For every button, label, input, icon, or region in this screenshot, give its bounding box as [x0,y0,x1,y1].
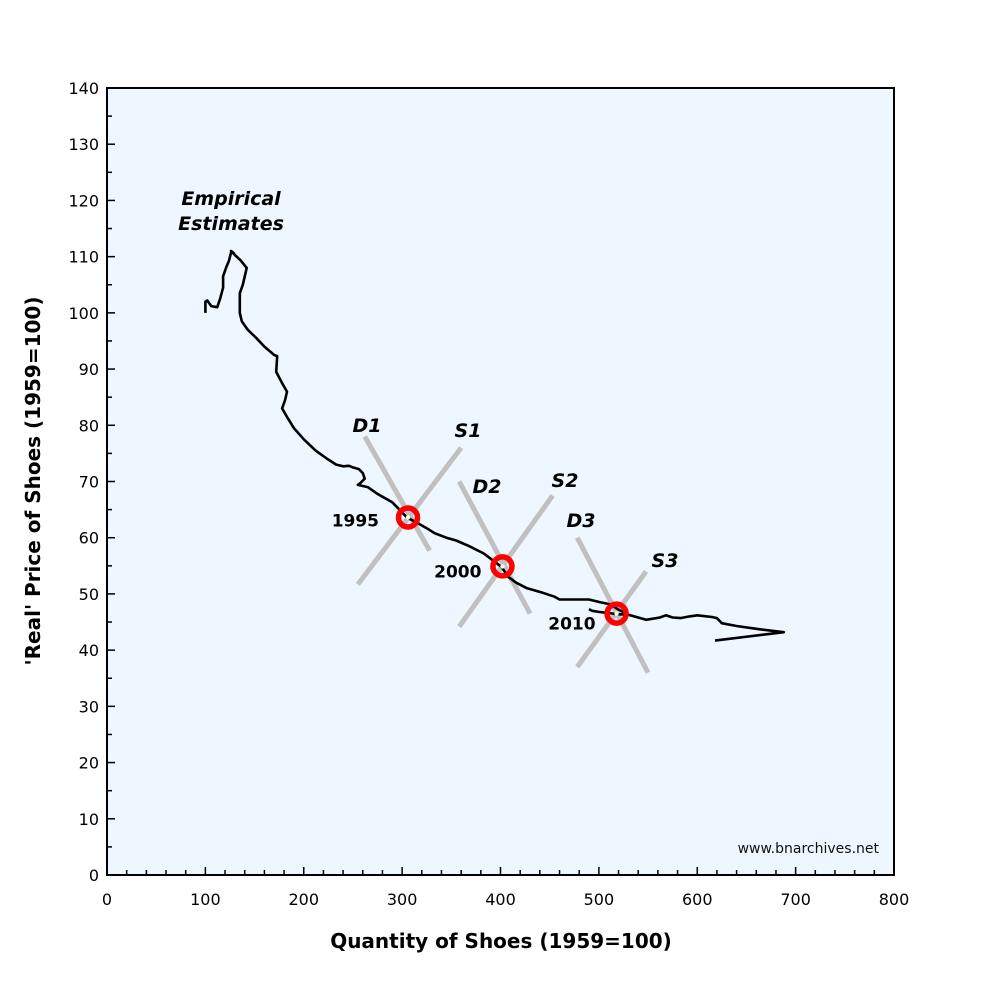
y-tick-label: 80 [79,416,99,435]
x-tick-label: 300 [387,890,418,909]
x-tick-label: 500 [584,890,615,909]
y-tick-label: 10 [79,810,99,829]
watermark: www.bnarchives.net [738,841,880,857]
equilibrium-markers [395,505,629,626]
line-label-d3: D3 [567,510,596,532]
year-label-2000: 2000 [434,562,481,582]
annotation-labels: 1995 2000 2010 D1 S1 D2 S2 D3 S3 [332,415,679,635]
x-tick-label: 100 [190,890,221,909]
plot-frame [106,87,895,876]
x-tick-label: 400 [485,890,516,909]
empirical-series-line [204,249,786,642]
y-axis-title: 'Real' Price of Shoes (1959=100) [21,297,45,666]
equilibrium-marker-center [405,515,411,520]
equilibrium-marker-center [614,611,619,616]
y-tick-label: 0 [89,866,99,885]
y-tick-label: 20 [79,754,99,773]
x-axis-ticks: 0 100 200 300 400 500 600 700 800 [102,867,909,909]
line-d1 [362,435,432,552]
line-s2 [457,494,555,628]
y-tick-label: 40 [79,641,99,660]
plot-area [107,88,894,875]
year-label-1995: 1995 [332,511,379,531]
y-tick-label: 140 [68,79,99,98]
x-tick-label: 700 [780,890,811,909]
y-tick-label: 130 [68,135,99,154]
y-tick-label: 110 [68,248,99,267]
empirical-label-line1: Empirical [181,188,281,210]
line-label-d1: D1 [353,415,382,437]
y-tick-label: 30 [79,697,99,716]
x-tick-label: 600 [682,890,713,909]
line-label-s3: S3 [652,550,679,572]
y-axis-ticks: 0 10 20 30 40 50 60 70 80 90 100 110 120 130 140 [68,79,115,885]
line-d2 [456,480,533,615]
y-tick-label: 70 [79,473,99,492]
line-label-d2: D2 [473,476,502,498]
equilibrium-marker-2000 [490,554,515,579]
y-tick-label: 100 [68,304,99,323]
empirical-label-line2: Estimates [178,213,284,235]
line-label-s2: S2 [552,470,579,492]
x-tick-label: 200 [288,890,319,909]
x-tick-label: 800 [879,890,910,909]
y-tick-label: 120 [68,191,99,210]
x-axis-title: Quantity of Shoes (1959=100) [330,929,672,953]
equilibrium-marker-1995 [395,505,421,530]
year-label-2010: 2010 [548,615,595,635]
line-label-s1: S1 [455,420,482,442]
y-tick-label: 50 [79,585,99,604]
x-tick-label: 0 [102,890,112,909]
y-tick-label: 60 [79,529,99,548]
equilibrium-marker-2010 [604,601,629,626]
y-tick-label: 90 [79,360,99,379]
equilibrium-marker-center [500,564,505,569]
